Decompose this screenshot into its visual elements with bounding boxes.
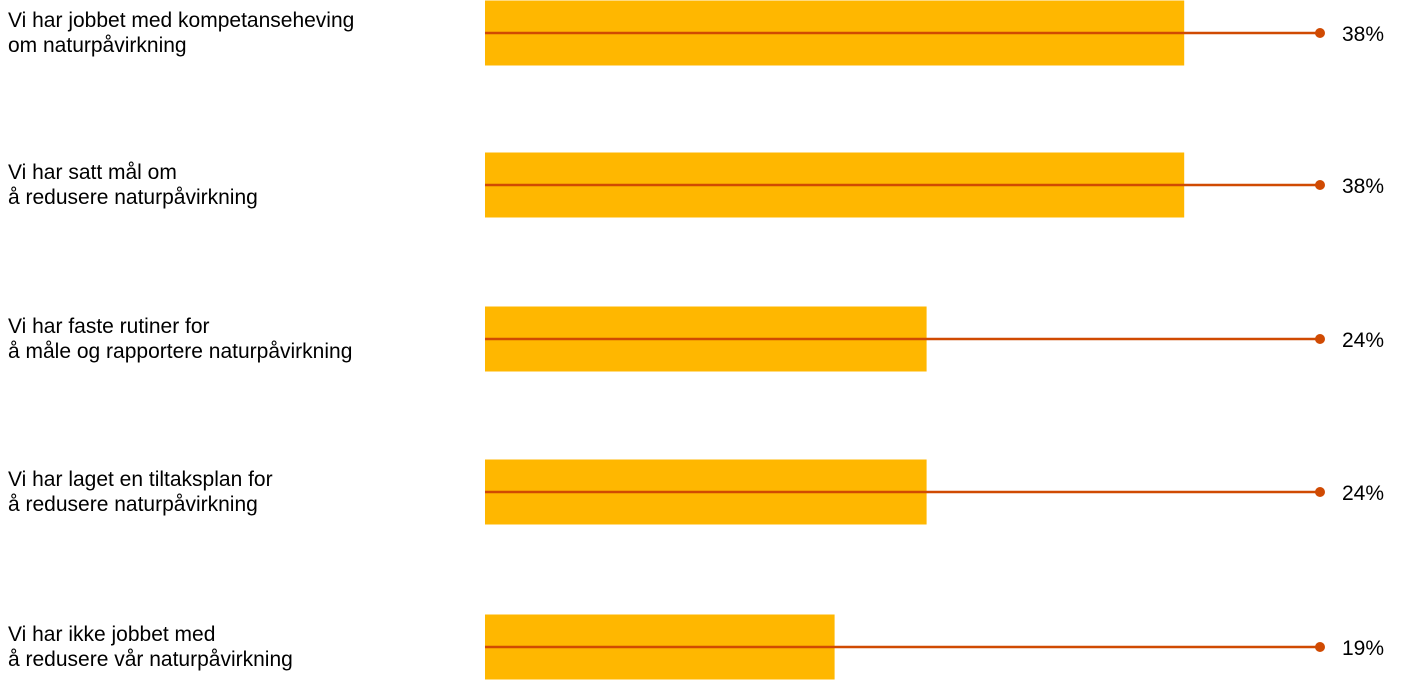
value-label: 38% — [1342, 175, 1384, 198]
category-label: Vi har jobbet med kompetanseheving om nat… — [8, 8, 478, 58]
line-end-dot — [1315, 487, 1325, 497]
category-label: Vi har satt mål om å redusere naturpåvirk… — [8, 160, 478, 210]
category-label-line: Vi har jobbet med kompetanseheving — [8, 9, 355, 32]
category-label: Vi har faste rutiner for å måle og rappor… — [8, 314, 478, 364]
line-end-dot — [1315, 28, 1325, 38]
category-label-line: å redusere vår naturpåvirkning — [8, 648, 293, 671]
category-label-line: å måle og rapportere naturpåvirkning — [8, 340, 353, 363]
value-label: 24% — [1342, 329, 1384, 352]
value-label: 19% — [1342, 637, 1384, 660]
category-label-line: Vi har faste rutiner for — [8, 315, 210, 338]
category-label: Vi har laget en tiltaksplan for å reduser… — [8, 467, 478, 517]
category-label-line: å redusere naturpåvirkning — [8, 493, 258, 516]
category-label-line: Vi har laget en tiltaksplan for — [8, 468, 273, 491]
value-label: 38% — [1342, 23, 1384, 46]
category-label-line: å redusere naturpåvirkning — [8, 186, 258, 209]
category-label: Vi har ikke jobbet med å redusere vår nat… — [8, 622, 478, 672]
category-label-line: Vi har ikke jobbet med — [8, 623, 216, 646]
category-label-line: om naturpåvirkning — [8, 34, 187, 57]
value-label: 24% — [1342, 482, 1384, 505]
line-end-dot — [1315, 642, 1325, 652]
line-end-dot — [1315, 180, 1325, 190]
line-end-dot — [1315, 334, 1325, 344]
category-label-line: Vi har satt mål om — [8, 161, 177, 184]
